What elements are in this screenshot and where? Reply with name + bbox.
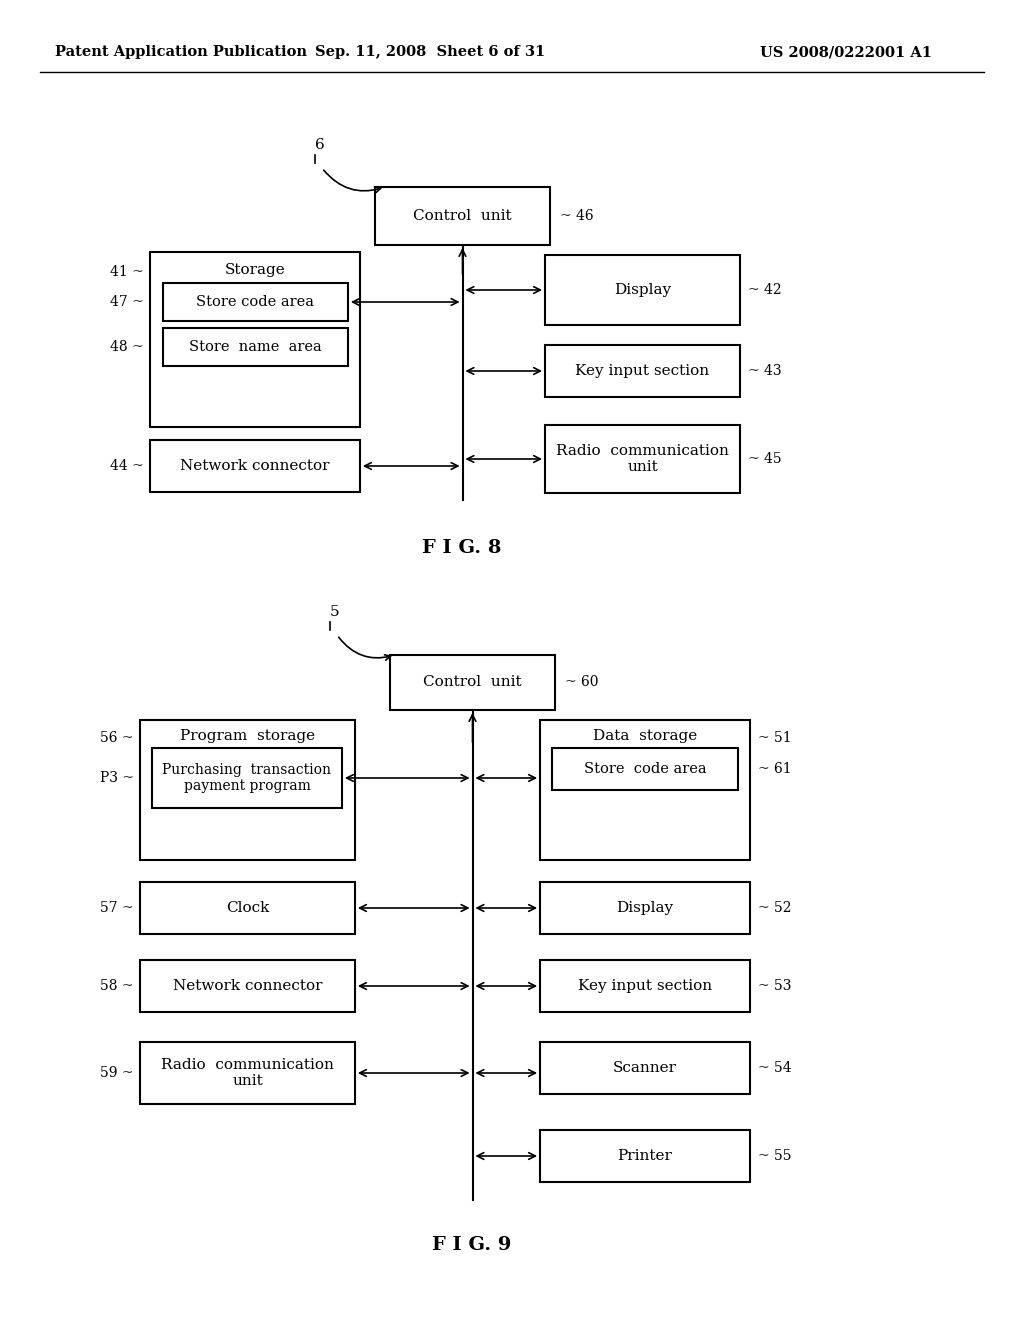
Text: Store  code area: Store code area <box>584 762 707 776</box>
Text: Store code area: Store code area <box>197 294 314 309</box>
Text: Control  unit: Control unit <box>423 676 522 689</box>
Text: 5: 5 <box>330 605 340 619</box>
Text: ~ 52: ~ 52 <box>758 902 792 915</box>
Text: Key input section: Key input section <box>575 364 710 378</box>
Text: Sep. 11, 2008  Sheet 6 of 31: Sep. 11, 2008 Sheet 6 of 31 <box>314 45 545 59</box>
Bar <box>163 327 348 366</box>
Bar <box>140 960 355 1012</box>
Bar <box>140 882 355 935</box>
Text: Printer: Printer <box>617 1148 673 1163</box>
Text: ~ 45: ~ 45 <box>748 451 781 466</box>
Text: Patent Application Publication: Patent Application Publication <box>55 45 307 59</box>
Bar <box>540 719 750 861</box>
Text: 58 ~: 58 ~ <box>100 979 134 993</box>
Text: F I G. 9: F I G. 9 <box>432 1236 512 1254</box>
Text: Clock: Clock <box>226 902 269 915</box>
Text: US 2008/0222001 A1: US 2008/0222001 A1 <box>760 45 932 59</box>
Text: ~ 60: ~ 60 <box>565 676 598 689</box>
Text: 57 ~: 57 ~ <box>100 902 134 915</box>
Bar <box>375 187 550 246</box>
Text: ~ 53: ~ 53 <box>758 979 792 993</box>
Bar <box>540 1130 750 1181</box>
Bar <box>540 882 750 935</box>
Bar <box>552 748 738 789</box>
Text: Radio  communication
unit: Radio communication unit <box>161 1057 334 1088</box>
Text: Display: Display <box>616 902 674 915</box>
Text: Data  storage: Data storage <box>593 729 697 743</box>
Text: 48 ~: 48 ~ <box>111 341 144 354</box>
Text: Purchasing  transaction
payment program: Purchasing transaction payment program <box>163 763 332 793</box>
Bar <box>545 425 740 492</box>
Bar <box>163 282 348 321</box>
Text: ~ 46: ~ 46 <box>560 209 594 223</box>
Text: 6: 6 <box>315 139 325 152</box>
Text: Program  storage: Program storage <box>180 729 315 743</box>
Text: ~ 61: ~ 61 <box>758 762 792 776</box>
Text: ~ 42: ~ 42 <box>748 282 781 297</box>
Text: ~ 43: ~ 43 <box>748 364 781 378</box>
Bar <box>540 1041 750 1094</box>
Text: 41 ~: 41 ~ <box>111 265 144 279</box>
Text: Control  unit: Control unit <box>414 209 512 223</box>
Text: Radio  communication
unit: Radio communication unit <box>556 444 729 474</box>
Bar <box>150 252 360 426</box>
Text: Storage: Storage <box>224 263 286 277</box>
Text: Network connector: Network connector <box>180 459 330 473</box>
Text: Network connector: Network connector <box>173 979 323 993</box>
Bar <box>140 719 355 861</box>
Text: Store  name  area: Store name area <box>189 341 322 354</box>
Text: Key input section: Key input section <box>578 979 712 993</box>
Text: P3 ~: P3 ~ <box>100 771 134 785</box>
Bar <box>545 255 740 325</box>
Text: ~ 51: ~ 51 <box>758 731 792 744</box>
Bar <box>140 1041 355 1104</box>
Text: 59 ~: 59 ~ <box>100 1067 134 1080</box>
Text: Scanner: Scanner <box>613 1061 677 1074</box>
Text: 44 ~: 44 ~ <box>111 459 144 473</box>
Bar <box>390 655 555 710</box>
Text: 47 ~: 47 ~ <box>111 294 144 309</box>
Text: 56 ~: 56 ~ <box>100 731 134 744</box>
Bar <box>152 748 342 808</box>
Text: Display: Display <box>614 282 671 297</box>
Text: ~ 54: ~ 54 <box>758 1061 792 1074</box>
Bar <box>545 345 740 397</box>
Text: F I G. 8: F I G. 8 <box>422 539 502 557</box>
Bar <box>540 960 750 1012</box>
Text: ~ 55: ~ 55 <box>758 1148 792 1163</box>
Bar <box>150 440 360 492</box>
